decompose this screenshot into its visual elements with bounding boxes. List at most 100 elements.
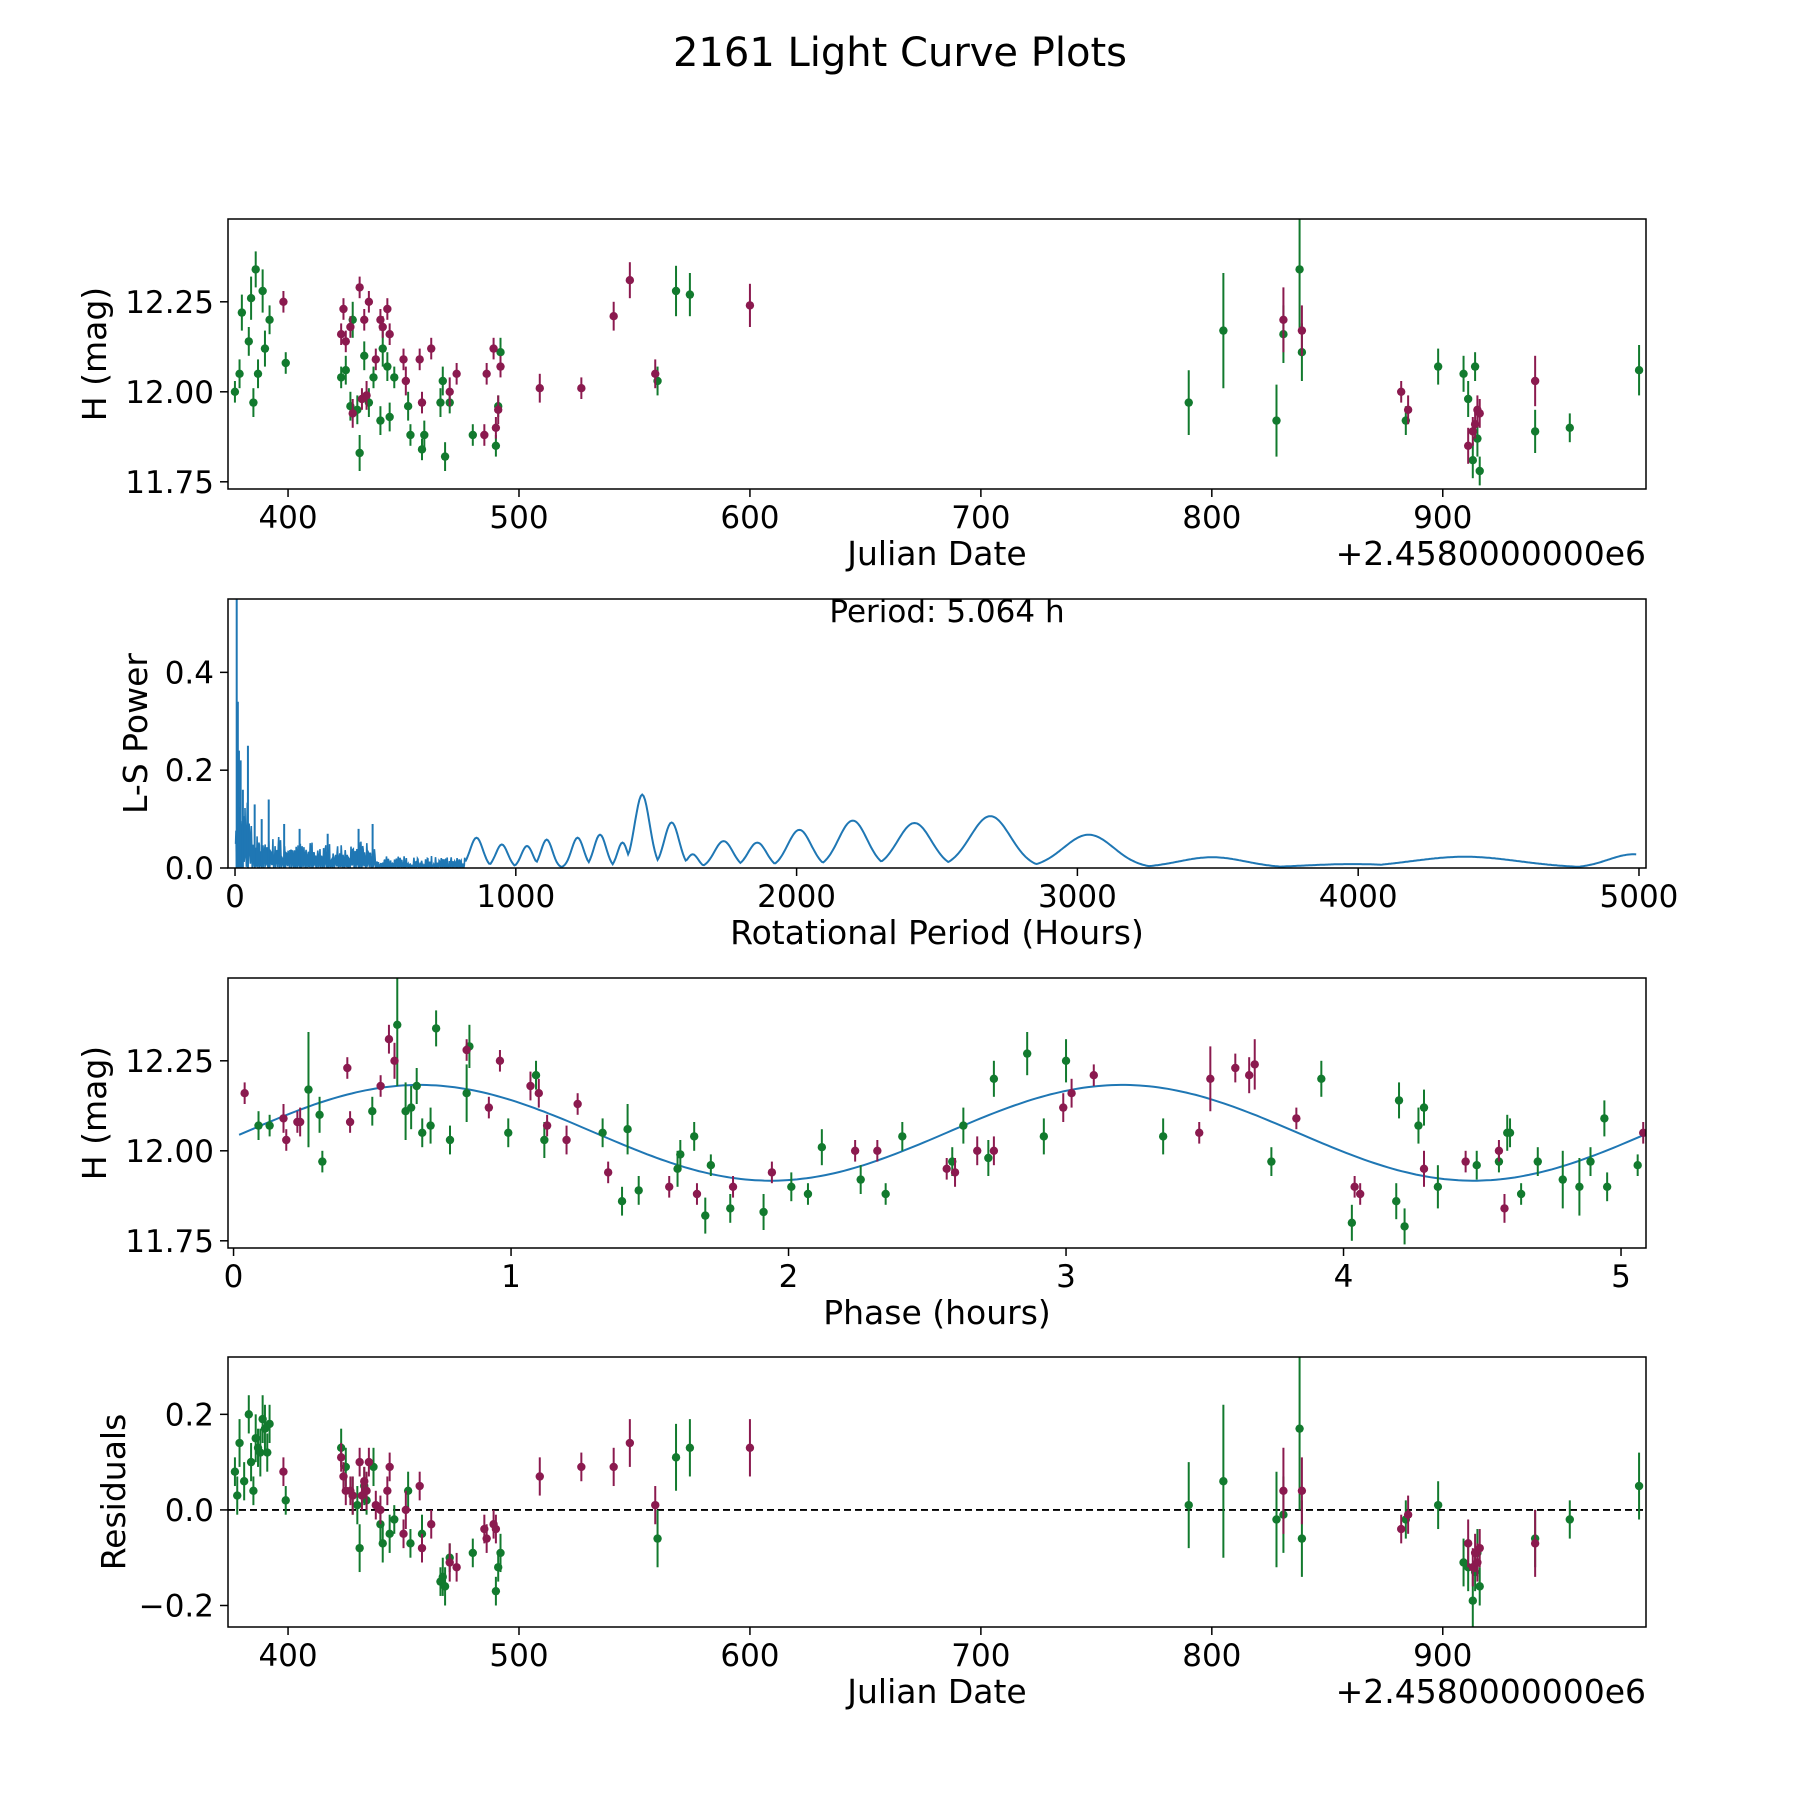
point-marker xyxy=(1634,366,1644,375)
residuals-xtick-label: 500 xyxy=(489,1638,548,1674)
data-point xyxy=(701,1197,710,1234)
data-point xyxy=(873,1140,882,1162)
point-marker xyxy=(239,1477,249,1486)
data-point xyxy=(258,269,267,313)
point-marker xyxy=(445,1135,455,1145)
data-point xyxy=(1475,399,1484,428)
data-point xyxy=(355,435,364,471)
point-marker xyxy=(1039,1132,1049,1141)
phased-xlabel: Phase (hours) xyxy=(823,1293,1051,1332)
data-point xyxy=(385,323,394,345)
residuals-panel: 400 500 600 700 800 900 −0.2 0.0 0.2 Julian Date… xyxy=(94,1356,1647,1711)
data-point xyxy=(856,1165,865,1194)
point-marker xyxy=(625,1438,635,1448)
data-point xyxy=(440,1567,450,1606)
point-marker xyxy=(339,304,348,314)
data-point xyxy=(318,1150,327,1173)
point-marker xyxy=(1244,1071,1254,1080)
data-point xyxy=(1533,1147,1542,1176)
data-point xyxy=(1279,1447,1288,1534)
lightcurve-xtick-label: 600 xyxy=(720,500,779,536)
point-marker xyxy=(383,1486,392,1496)
data-point xyxy=(665,1176,674,1198)
data-point xyxy=(494,395,503,425)
data-point xyxy=(1267,1147,1276,1176)
data-point xyxy=(531,1060,541,1090)
point-marker xyxy=(542,1121,552,1130)
data-point xyxy=(420,420,429,450)
data-point xyxy=(609,1447,618,1487)
point-marker xyxy=(401,1505,411,1515)
point-marker xyxy=(1394,1096,1404,1105)
point-marker xyxy=(540,1135,549,1145)
point-marker xyxy=(240,1089,249,1098)
data-point xyxy=(1244,1057,1254,1094)
residuals-marks xyxy=(228,1357,1646,1627)
point-marker xyxy=(348,1491,357,1500)
point-marker xyxy=(1634,1481,1644,1491)
data-point xyxy=(353,1486,362,1525)
point-marker xyxy=(1475,1582,1484,1591)
phased-xtick-label: 1 xyxy=(501,1259,521,1295)
point-marker xyxy=(368,1107,377,1116)
point-marker xyxy=(1530,1539,1540,1548)
data-point xyxy=(1400,1208,1409,1245)
data-point xyxy=(634,1176,643,1205)
point-marker xyxy=(295,1117,305,1127)
data-point xyxy=(1463,427,1473,464)
point-marker xyxy=(1533,1157,1542,1166)
data-point xyxy=(249,1476,258,1506)
point-marker xyxy=(850,1146,860,1156)
data-point xyxy=(726,1194,735,1223)
point-marker xyxy=(369,373,378,382)
data-point xyxy=(1500,1194,1509,1223)
data-point xyxy=(942,1158,951,1180)
data-point xyxy=(383,352,392,381)
data-point xyxy=(1295,1357,1304,1510)
point-marker xyxy=(235,369,244,378)
data-point xyxy=(1639,1122,1646,1144)
data-point xyxy=(1292,1107,1301,1130)
data-point xyxy=(452,363,461,385)
residuals-xtick-label: 700 xyxy=(951,1638,1010,1674)
data-point xyxy=(1067,1078,1076,1108)
data-point xyxy=(235,1419,244,1467)
point-marker xyxy=(989,1074,999,1084)
periodogram-ticks: 0 1000 2000 3000 4000 5000 0.0 0.2 0.4 xyxy=(165,655,1679,915)
periodogram-xtick-label: 2000 xyxy=(757,879,836,915)
phased-marks xyxy=(238,978,1646,1245)
data-point xyxy=(1414,1107,1423,1144)
data-point xyxy=(745,283,755,327)
data-point xyxy=(542,1114,552,1137)
lightcurve-marks xyxy=(230,219,1644,486)
data-point xyxy=(415,1471,424,1501)
data-point xyxy=(251,251,260,288)
point-marker xyxy=(265,1121,274,1130)
data-point xyxy=(598,1118,607,1148)
data-point xyxy=(445,1543,454,1582)
point-marker xyxy=(412,1081,421,1091)
point-marker xyxy=(353,1500,362,1510)
point-marker xyxy=(603,1168,613,1177)
point-marker xyxy=(244,1410,253,1419)
data-point xyxy=(244,1395,253,1434)
point-marker xyxy=(959,1121,968,1130)
data-point xyxy=(1394,1082,1404,1119)
lightcurve-xtick-label: 800 xyxy=(1182,500,1241,536)
data-point xyxy=(341,355,350,385)
data-point xyxy=(336,366,346,389)
point-marker xyxy=(364,297,374,306)
point-marker xyxy=(1089,1071,1098,1080)
data-point xyxy=(1565,1500,1574,1539)
data-point xyxy=(1158,1118,1168,1155)
point-marker xyxy=(249,398,258,407)
point-marker xyxy=(1500,1204,1509,1213)
data-point xyxy=(239,1462,249,1501)
periodogram-xtick-label: 3000 xyxy=(1038,879,1117,915)
data-point xyxy=(376,1495,385,1525)
point-marker xyxy=(415,355,424,364)
point-marker xyxy=(728,1182,738,1192)
point-marker xyxy=(415,1481,424,1491)
point-marker xyxy=(692,1189,702,1199)
data-point xyxy=(706,1154,716,1176)
